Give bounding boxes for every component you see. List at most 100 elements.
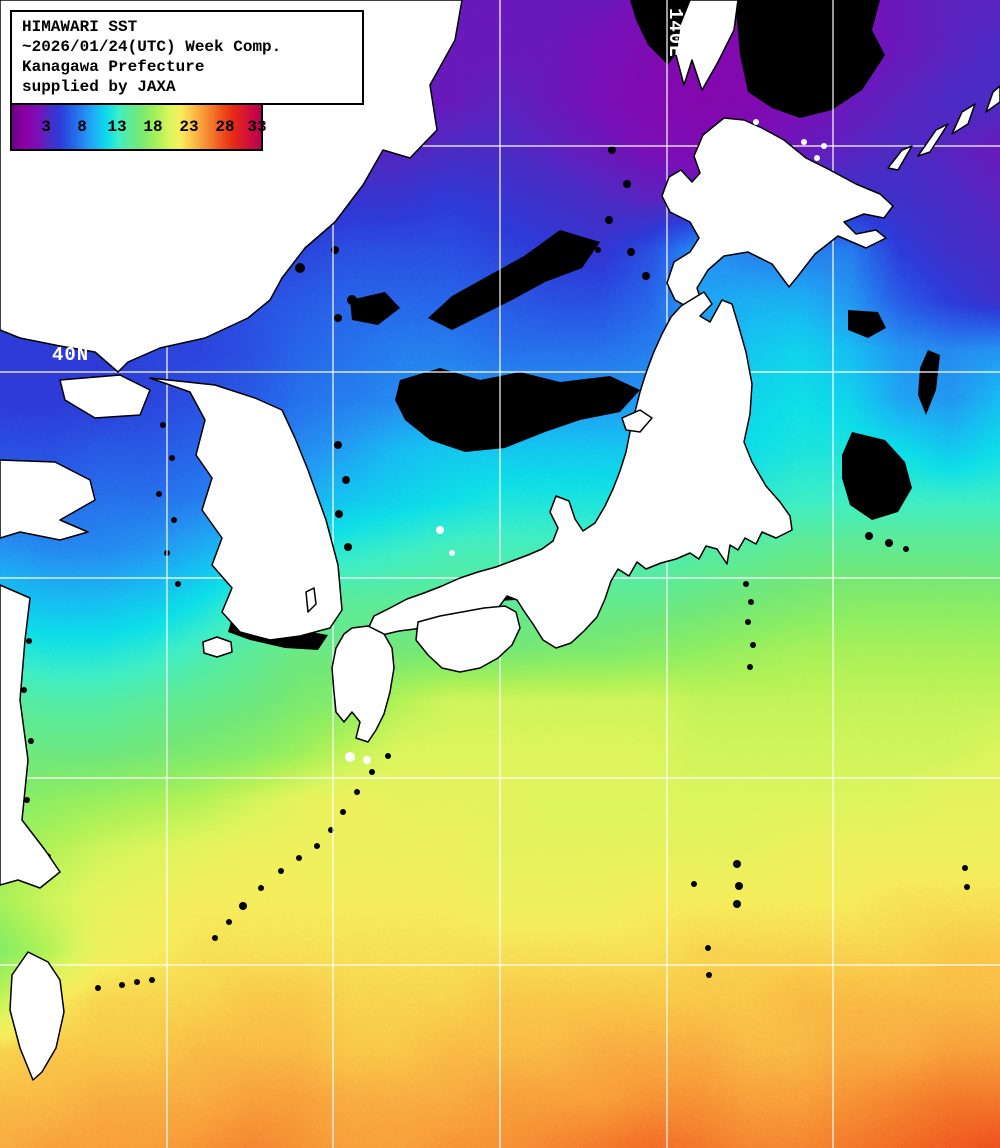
island-dot <box>345 752 355 762</box>
info-region: Kanagawa Prefecture <box>22 58 205 76</box>
cloud-spot <box>706 972 712 978</box>
sea-ice-dot <box>801 139 807 145</box>
cloud-spot <box>347 295 357 305</box>
cloud-spot <box>595 247 601 253</box>
cloud-spot <box>340 809 346 815</box>
cloud-spot <box>745 619 751 625</box>
island-dot <box>436 526 444 534</box>
cloud-spot <box>964 884 970 890</box>
colorbar-gradient <box>12 105 261 149</box>
cloud-spot <box>691 881 697 887</box>
cloud-spot <box>733 860 741 868</box>
cloud-japan-sea-band <box>428 230 600 330</box>
colorbar-tick: 33 <box>247 118 267 136</box>
cloud-okhotsk-block <box>735 0 885 118</box>
cloud-okhotsk-block-2 <box>630 0 690 65</box>
cloud-spot <box>903 546 909 552</box>
info-supplier: supplied by JAXA <box>22 78 176 96</box>
cloud-spot <box>962 865 968 871</box>
land-hokkaido <box>661 117 894 310</box>
cloud-spot <box>175 581 181 587</box>
cloud-spot <box>134 979 140 985</box>
info-date: ~2026/01/24(UTC) Week Comp. <box>22 38 282 56</box>
cloud-spot <box>160 422 166 428</box>
cloud-spot <box>335 510 343 518</box>
cloud-spot <box>295 263 305 273</box>
cloud-spot <box>750 642 756 648</box>
cloud-spot <box>748 599 754 605</box>
meridian-label: 140E <box>664 8 686 58</box>
cloud-spot <box>642 272 650 280</box>
cloud-spot <box>212 935 218 941</box>
colorbar-tick: 8 <box>77 118 87 136</box>
land-kuril-2 <box>951 103 976 135</box>
cloud-spot <box>885 539 893 547</box>
cloud-spot <box>296 855 302 861</box>
land-sado <box>621 409 653 433</box>
info-box: HIMAWARI SST ~2026/01/24(UTC) Week Comp.… <box>10 10 364 105</box>
cloud-spot <box>865 532 873 540</box>
cloud-spot <box>369 769 375 775</box>
cloud-spot <box>747 664 753 670</box>
cloud-spot <box>331 246 339 254</box>
cloud-spot <box>627 248 635 256</box>
colorbar: 3 8 13 18 23 28 33 <box>10 103 267 151</box>
land-honshu <box>367 291 793 649</box>
land-shandong <box>0 459 96 541</box>
info-title: HIMAWARI SST <box>22 18 138 36</box>
sea-ice-dot <box>768 134 774 140</box>
cloud-japan-sea-mass <box>395 368 640 452</box>
land-korea <box>149 377 343 641</box>
sea-ice-dot <box>814 155 820 161</box>
sea-ice-dot <box>761 157 767 163</box>
cloud-spot <box>605 216 613 224</box>
sea-ice-dot <box>805 169 811 175</box>
cloud-japan-sea-small <box>350 292 400 325</box>
land-shikoku <box>415 605 521 673</box>
cloud-hokkaido-se <box>848 310 886 338</box>
sea-ice-dot <box>791 165 797 171</box>
colorbar-tick: 18 <box>143 118 163 136</box>
cloud-spot <box>342 476 350 484</box>
island-dot <box>363 756 371 764</box>
land-kuril-1 <box>985 85 1000 113</box>
colorbar-tick: 13 <box>107 118 127 136</box>
land-kuril-3 <box>917 123 949 157</box>
cloud-spot <box>623 180 631 188</box>
cloud-spot <box>314 843 320 849</box>
island-dot <box>449 550 455 556</box>
cloud-spot <box>239 902 247 910</box>
land-liaodong <box>59 374 151 419</box>
sea-ice-dot <box>785 147 793 155</box>
cloud-spot <box>24 797 30 803</box>
cloud-spot <box>226 919 232 925</box>
cloud-spot <box>156 491 162 497</box>
colorbar-tick: 23 <box>179 118 199 136</box>
cloud-spot <box>334 314 342 322</box>
cloud-spot <box>169 455 175 461</box>
cloud-spot <box>705 945 711 951</box>
cloud-spot <box>344 543 352 551</box>
cloud-spot <box>119 982 125 988</box>
cloud-spot <box>385 753 391 759</box>
sea-ice-dot <box>776 173 782 179</box>
cloud-tohoku-east <box>842 432 912 520</box>
colorbar-tick: 3 <box>41 118 51 136</box>
cloud-spot <box>608 146 616 154</box>
cloud-spot <box>258 885 264 891</box>
cloud-spot <box>171 517 177 523</box>
sea-ice-dot <box>753 119 759 125</box>
cloud-spot <box>28 738 34 744</box>
cloud-spot <box>278 868 284 874</box>
cloud-spot <box>21 687 27 693</box>
cloud-spot <box>149 977 155 983</box>
cloud-spot <box>733 900 741 908</box>
parallel-label: 40N <box>52 344 90 366</box>
land-taiwan <box>9 951 65 1081</box>
colorbar-tick: 28 <box>215 118 235 136</box>
cloud-spot <box>334 441 342 449</box>
cloud-tohoku-sliver <box>918 350 940 415</box>
land-sakhalin <box>675 0 739 91</box>
